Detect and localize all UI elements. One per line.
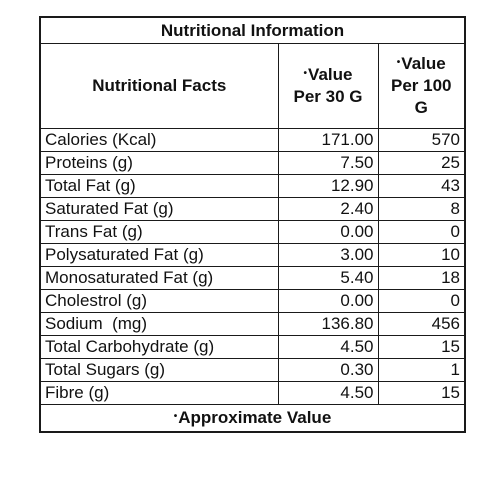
row-label: Calories (Kcal) xyxy=(39,128,279,152)
row-value-per-30g: 3.00 xyxy=(277,243,379,267)
row-value-per-100g: 570 xyxy=(377,128,466,152)
row-value-per-100g: 25 xyxy=(377,151,466,175)
row-value-per-30g: 12.90 xyxy=(277,174,379,198)
header-nutritional-facts: Nutritional Facts xyxy=(39,43,279,129)
header-per-100g-line1: Value xyxy=(401,54,446,74)
header-per-100g: •Value Per 100 G xyxy=(377,43,466,129)
row-label: Cholestrol (g) xyxy=(39,289,279,313)
footer-text: Approximate Value xyxy=(178,408,332,428)
footer-note: •Approximate Value xyxy=(39,404,466,433)
row-value-per-30g: 7.50 xyxy=(277,151,379,175)
header-per-30g: •Value Per 30 G xyxy=(277,43,379,129)
asterisk-marker: • xyxy=(173,411,178,423)
row-value-per-100g: 15 xyxy=(377,335,466,359)
nutrition-table: Nutritional Information Nutritional Fact… xyxy=(39,16,466,433)
asterisk-marker: • xyxy=(396,57,401,69)
row-value-per-30g: 5.40 xyxy=(277,266,379,290)
header-per-30g-line2: Per 30 G xyxy=(293,87,363,106)
table-row: Total Fat (g) 12.90 43 xyxy=(39,174,466,198)
row-value-per-30g: 136.80 xyxy=(277,312,379,336)
row-label: Total Sugars (g) xyxy=(39,358,279,382)
row-label: Polysaturated Fat (g) xyxy=(39,243,279,267)
header-per-100g-line3: G xyxy=(414,97,428,117)
row-label: Trans Fat (g) xyxy=(39,220,279,244)
asterisk-marker: • xyxy=(303,68,308,80)
table-row: Total Carbohydrate (g) 4.50 15 xyxy=(39,335,466,359)
row-value-per-100g: 0 xyxy=(377,289,466,313)
row-label: Fibre (g) xyxy=(39,381,279,405)
title-row: Nutritional Information xyxy=(39,16,466,44)
row-value-per-100g: 1 xyxy=(377,358,466,382)
table-row: Saturated Fat (g) 2.40 8 xyxy=(39,197,466,221)
row-value-per-30g: 171.00 xyxy=(277,128,379,152)
row-value-per-30g: 4.50 xyxy=(277,381,379,405)
row-value-per-100g: 10 xyxy=(377,243,466,267)
table-row: Monosaturated Fat (g) 5.40 18 xyxy=(39,266,466,290)
table-row: Polysaturated Fat (g) 3.00 10 xyxy=(39,243,466,267)
row-value-per-30g: 2.40 xyxy=(277,197,379,221)
row-value-per-30g: 4.50 xyxy=(277,335,379,359)
table-row: Proteins (g) 7.50 25 xyxy=(39,151,466,175)
row-label: Saturated Fat (g) xyxy=(39,197,279,221)
table-row: Trans Fat (g) 0.00 0 xyxy=(39,220,466,244)
table-row: Total Sugars (g) 0.30 1 xyxy=(39,358,466,382)
row-label: Proteins (g) xyxy=(39,151,279,175)
header-per-100g-line2: Per 100 xyxy=(391,76,452,96)
row-value-per-100g: 18 xyxy=(377,266,466,290)
row-value-per-30g: 0.30 xyxy=(277,358,379,382)
row-value-per-100g: 0 xyxy=(377,220,466,244)
row-value-per-30g: 0.00 xyxy=(277,220,379,244)
table-row: Fibre (g) 4.50 15 xyxy=(39,381,466,405)
footer-row: •Approximate Value xyxy=(39,404,466,433)
row-value-per-100g: 43 xyxy=(377,174,466,198)
header-per-30g-line1: Value xyxy=(308,65,353,85)
row-value-per-30g: 0.00 xyxy=(277,289,379,313)
table-row: Sodium (mg) 136.80 456 xyxy=(39,312,466,336)
row-label: Sodium (mg) xyxy=(39,312,279,336)
table-row: Calories (Kcal) 171.00 570 xyxy=(39,128,466,152)
row-value-per-100g: 456 xyxy=(377,312,466,336)
row-value-per-100g: 8 xyxy=(377,197,466,221)
row-label: Monosaturated Fat (g) xyxy=(39,266,279,290)
row-label: Total Fat (g) xyxy=(39,174,279,198)
table-title: Nutritional Information xyxy=(39,16,466,44)
table-row: Cholestrol (g) 0.00 0 xyxy=(39,289,466,313)
header-row: Nutritional Facts •Value Per 30 G •Value… xyxy=(39,43,466,129)
row-label: Total Carbohydrate (g) xyxy=(39,335,279,359)
row-value-per-100g: 15 xyxy=(377,381,466,405)
